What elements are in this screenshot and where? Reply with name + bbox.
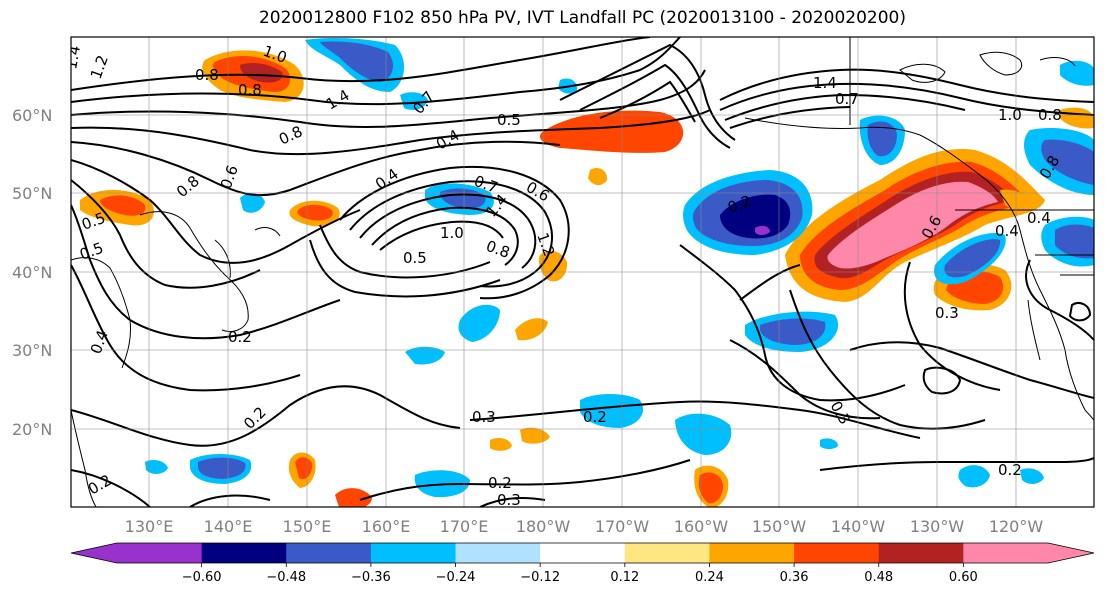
lon-tick-label: 150°E — [283, 517, 332, 536]
colorbar-label: 0.60 — [949, 570, 978, 585]
contour-label: 1.4 — [62, 44, 84, 71]
lon-tick-label: 170°E — [440, 517, 489, 536]
lon-tick-label: 120°W — [989, 517, 1044, 536]
gridlines — [71, 37, 1094, 507]
contour-label: 0.5 — [497, 111, 521, 129]
contour-label: 0.8 — [238, 81, 262, 99]
colorbar: −0.60 −0.48 −0.36 −0.24 −0.12 0.12 0.24 0.36 0.4… — [70, 542, 1095, 585]
colorbar-segment — [455, 543, 541, 563]
contour-label: 0.2 — [998, 461, 1022, 479]
contour-label: 0.8 — [1038, 106, 1062, 124]
colorbar-label: −0.12 — [520, 570, 560, 585]
lon-tick-label: 130°E — [125, 517, 174, 536]
contour-label: 1.4 — [813, 74, 837, 92]
contour-label: 0.2 — [228, 328, 252, 346]
colorbar-segment — [624, 543, 710, 563]
colorbar-segment — [963, 543, 1049, 563]
lon-tick-label: 160°W — [674, 517, 729, 536]
map-plot-area: 1.4 1.2 1.0 0.8 0.8 1.4 0.8 0.7 0.5 0.4 … — [62, 37, 1094, 509]
colorbar-segment — [709, 543, 795, 563]
lat-tick-label: 50°N — [12, 184, 52, 203]
colorbar-extend-min — [71, 543, 117, 563]
colorbar-label: −0.60 — [182, 570, 222, 585]
contour-label: 0.3 — [935, 304, 959, 322]
colorbar-segment — [370, 543, 457, 563]
colorbar-segment — [201, 543, 287, 563]
lat-tick-labels: 60°N 50°N 40°N 30°N 20°N — [12, 106, 52, 439]
contour-label: 0.2 — [488, 474, 512, 492]
lon-tick-label: 140°E — [204, 517, 253, 536]
contour-label: 0.5 — [403, 249, 427, 267]
shaded-anomalies — [80, 37, 1094, 507]
contour-label: 0.3 — [497, 491, 521, 509]
lon-tick-label: 130°W — [910, 517, 965, 536]
lon-tick-label: 180°W — [516, 517, 571, 536]
lon-tick-label: 170°W — [595, 517, 650, 536]
contour-label: 0.3 — [472, 408, 496, 426]
colorbar-segment — [878, 543, 964, 563]
contour-label: 0.7 — [835, 90, 859, 108]
lat-tick-label: 60°N — [12, 106, 52, 125]
lon-tick-label: 150°W — [752, 517, 807, 536]
colorbar-segment — [286, 543, 372, 563]
lon-tick-labels: 130°E 140°E 150°E 160°E 170°E 180°W 170°… — [125, 517, 1044, 536]
colorbar-label: −0.48 — [266, 570, 306, 585]
colorbar-label: 0.36 — [780, 570, 809, 585]
colorbar-segment — [117, 543, 203, 563]
colorbar-segment — [794, 543, 880, 563]
pink-core — [827, 181, 998, 269]
colorbar-label: 0.24 — [695, 570, 724, 585]
map-title: 2020012800 F102 850 hPa PV, IVT Landfall… — [258, 8, 906, 28]
contour-label: 1.0 — [998, 106, 1022, 124]
map-frame — [70, 36, 1095, 508]
colorbar-label: −0.36 — [351, 570, 391, 585]
colorbar-segment — [540, 543, 626, 563]
lat-tick-label: 20°N — [12, 420, 52, 439]
colorbar-label: 0.12 — [610, 570, 639, 585]
contour-label: 1.0 — [440, 224, 464, 242]
coastlines — [71, 37, 1094, 507]
colorbar-extend-max — [1048, 543, 1094, 563]
colorbar-label: −0.24 — [436, 570, 476, 585]
contour-label: 0.8 — [195, 66, 219, 84]
contour-label: 0.4 — [995, 222, 1019, 240]
lat-tick-label: 40°N — [12, 263, 52, 282]
colorbar-label: 0.48 — [864, 570, 893, 585]
lon-tick-label: 160°E — [362, 517, 411, 536]
contour-label: 0.2 — [583, 408, 607, 426]
lat-tick-label: 30°N — [12, 341, 52, 360]
pv-contours — [71, 37, 1094, 507]
lon-tick-label: 140°W — [831, 517, 886, 536]
contour-label: 0.4 — [1027, 209, 1051, 227]
